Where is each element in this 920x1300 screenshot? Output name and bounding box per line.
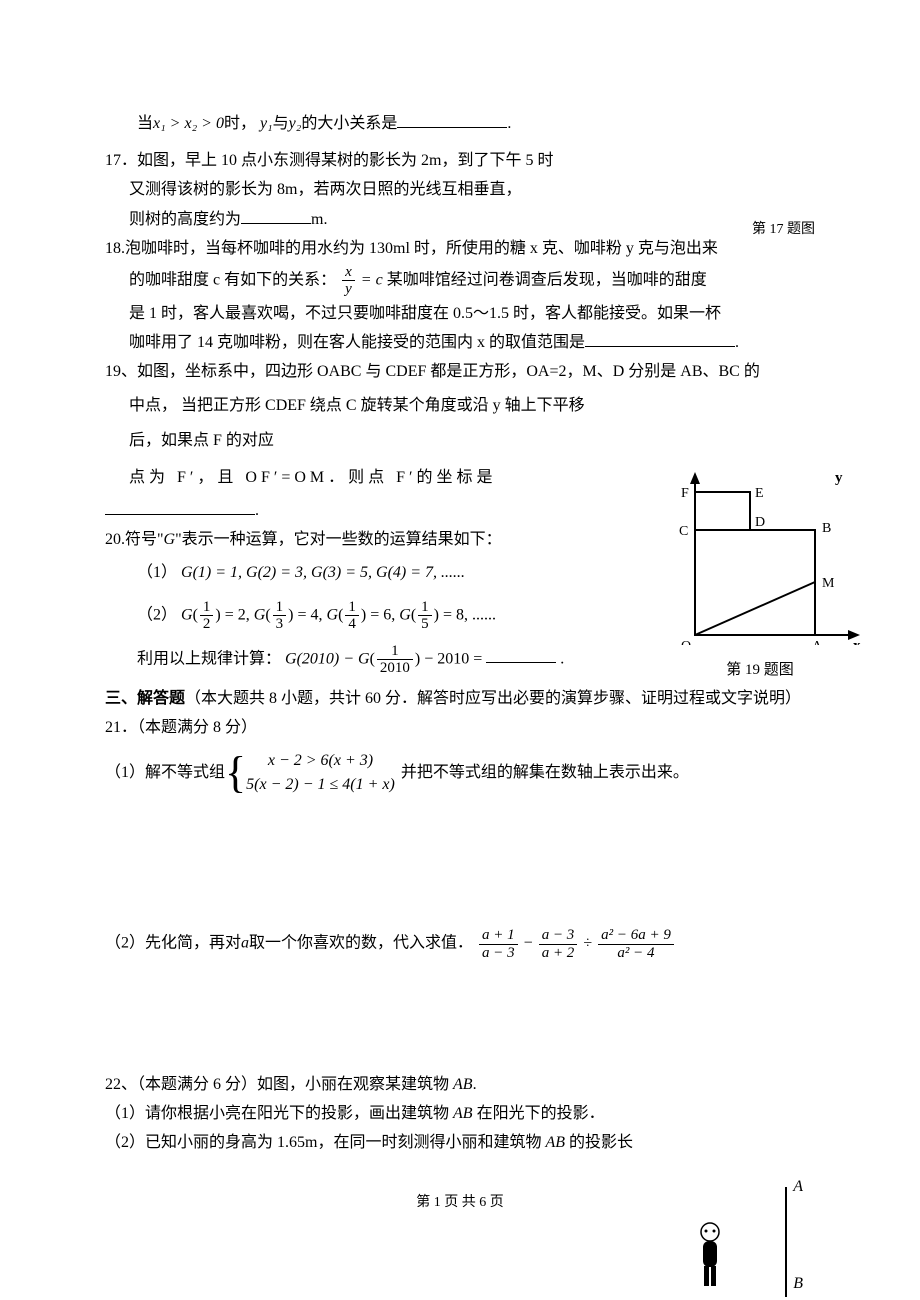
frac-xy: xy	[342, 264, 355, 298]
label-A: A	[793, 1173, 803, 1200]
section3: 三、解答题（本大题共 8 小题，共计 60 分．解答时应写出必要的演算步骤、证明…	[105, 685, 820, 712]
svg-text:O: O	[681, 639, 691, 645]
blank-q18	[585, 331, 735, 347]
svg-text:M: M	[822, 576, 835, 591]
q19-line3: 点为 F′，且 OF′=OM．则点 F′的坐标是	[105, 460, 615, 495]
q22-header: 22、（本题满分 6 分）如图，小丽在观察某建筑物 AB.	[105, 1071, 820, 1098]
fig17-label: 第 17 题图	[752, 218, 815, 242]
person-icon	[690, 1220, 730, 1290]
fig19-label: 第 19 题图	[655, 658, 865, 684]
svg-text:x: x	[853, 638, 861, 645]
q22-p2: （2）已知小丽的身高为 1.65m，在同一时刻测得小丽和建筑物 AB 的投影长	[105, 1129, 820, 1156]
svg-text:E: E	[755, 486, 764, 501]
fig19: y x F E C D B M O A 第 19 题图	[655, 470, 865, 684]
brace-icon: {	[225, 751, 246, 795]
label-B: B	[793, 1270, 803, 1297]
q16-tail: 当x₁ > x₂ > 0时， y₁与y₂的大小关系是.	[105, 110, 820, 137]
svg-text:y: y	[835, 470, 843, 486]
svg-text:C: C	[679, 524, 688, 539]
svg-text:A: A	[812, 639, 823, 645]
q17-line3: 则树的高度约为m.	[105, 206, 820, 233]
blank-q20	[486, 647, 556, 663]
blank-q17	[241, 208, 311, 224]
fig19-svg: y x F E C D B M O A	[655, 470, 865, 645]
blank-q16	[397, 112, 507, 128]
svg-text:B: B	[822, 521, 831, 536]
q17-line1: 17．如图，早上 10 点小东测得某树的影长为 2m，到了下午 5 时	[105, 147, 820, 174]
q19-line1: 19、如图，坐标系中，四边形 OABC 与 CDEF 都是正方形，OA=2，M、…	[105, 358, 820, 385]
wall-line	[785, 1187, 787, 1297]
q21-p1: （1）解不等式组 { x − 2 > 6(x + 3) 5(x − 2) − 1…	[105, 749, 820, 797]
svg-text:D: D	[755, 515, 765, 530]
q22-p1: （1）请你根据小亮在阳光下的投影，画出建筑物 AB 在阳光下的投影．	[105, 1100, 820, 1127]
q18-line3: 是 1 时，客人最喜欢喝，不过只要咖啡甜度在 0.5～1.5 时，客人都能接受。…	[105, 300, 820, 327]
q19-line2: 中点， 当把正方形 CDEF 绕点 C 旋转某个角度或沿 y 轴上下平移后，如果…	[105, 388, 615, 458]
q17-line2: 又测得该树的影长为 8m，若两次日照的光线互相垂直，	[105, 176, 820, 203]
q21-p2: （2）先化简，再对a取一个你喜欢的数，代入求值． a + 1a − 3 − a …	[105, 927, 820, 961]
page-footer: 第 1 页 共 6 页	[0, 1191, 920, 1215]
q18-line2: 的咖啡甜度 c 有如下的关系： xy = c 某咖啡馆经过问卷调查后发现，当咖啡…	[105, 264, 820, 298]
svg-text:F: F	[681, 486, 689, 501]
q21-header: 21．（本题满分 8 分）	[105, 714, 820, 741]
q18-line1: 18.泡咖啡时，当每杯咖啡的用水约为 130ml 时，所使用的糖 x 克、咖啡粉…	[105, 235, 820, 262]
q18-line4: 咖啡用了 14 克咖啡粉，则在客人能接受的范围内 x 的取值范围是.	[105, 329, 820, 356]
blank-q19	[105, 499, 255, 515]
